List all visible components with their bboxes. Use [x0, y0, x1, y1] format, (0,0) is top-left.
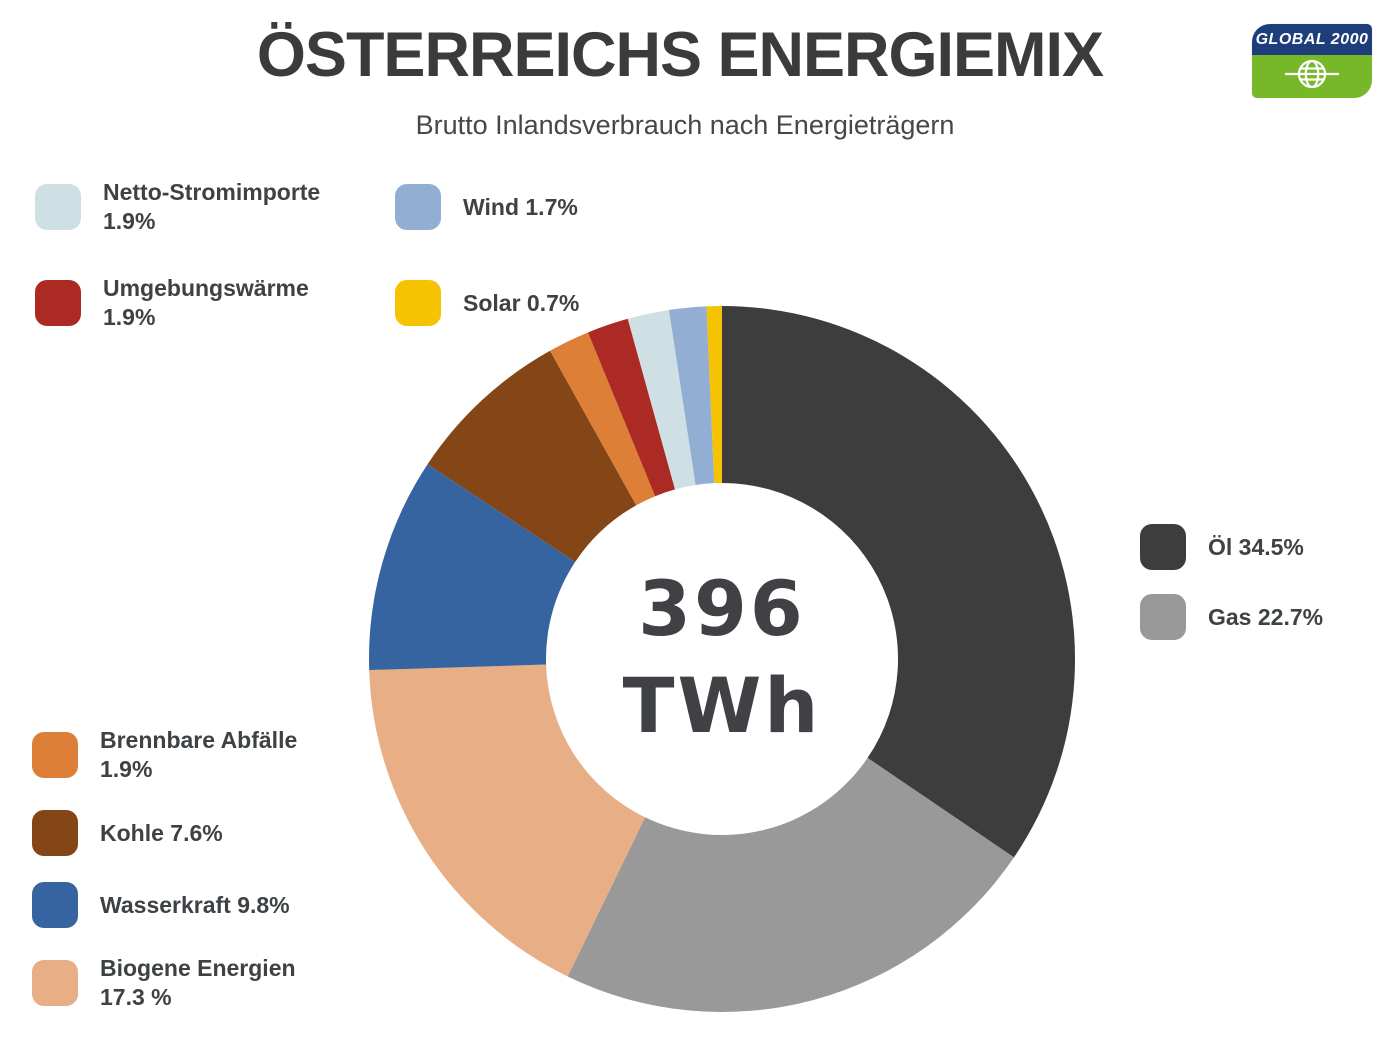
donut-segment-wind: [668, 306, 715, 485]
legend-item-abfaelle: Brennbare Abfälle 1.9%: [32, 726, 297, 784]
legend-swatch-kohle: [32, 810, 78, 856]
legend-label-wasserkraft: Wasserkraft 9.8%: [100, 891, 290, 918]
donut-segment-oel: [722, 306, 1076, 858]
donut-center-value: 396: [638, 564, 806, 653]
legend-item-oel: Öl 34.5%: [1140, 524, 1323, 570]
legend-group-right: Öl 34.5% Gas 22.7%: [1140, 524, 1323, 640]
legend-label-stromimporte: Netto-Stromimporte 1.9%: [103, 179, 321, 234]
donut-segment-abfaelle: [550, 332, 656, 506]
legend-swatch-solar: [395, 280, 441, 326]
legend-item-biogene: Biogene Energien 17.3 %: [32, 954, 297, 1012]
legend-swatch-abfaelle: [32, 732, 78, 778]
logo-wordmark: GLOBAL 2000: [1252, 24, 1372, 55]
legend-group-bottom-left: Brennbare Abfälle 1.9% Kohle 7.6% Wasserkra…: [32, 726, 297, 1012]
donut-segment-kohle: [427, 350, 637, 562]
legend-label-umgebungswaerme: Umgebungswärme 1.9%: [103, 275, 309, 330]
page-subtitle: Brutto Inlandsverbrauch nach Energieträg…: [415, 110, 955, 140]
legend-swatch-stromimporte: [35, 184, 81, 230]
legend-label-biogene: Biogene Energien 17.3 %: [100, 955, 296, 1010]
legend-swatch-umgebungswaerme: [35, 280, 81, 326]
global2000-logo: GLOBAL 2000: [1252, 24, 1372, 98]
legend-item-wind: Wind 1.7%: [395, 178, 579, 236]
legend-swatch-wasserkraft: [32, 882, 78, 928]
donut-segment-stromimporte: [627, 310, 696, 490]
donut-center-unit: TWh: [622, 661, 822, 750]
legend-item-wasserkraft: Wasserkraft 9.8%: [32, 882, 297, 928]
donut-segment-solar: [706, 306, 722, 484]
legend-label-abfaelle: Brennbare Abfälle 1.9%: [100, 727, 298, 782]
legend-label-oel: Öl 34.5%: [1208, 533, 1304, 560]
legend-item-solar: Solar 0.7%: [395, 274, 579, 332]
legend-swatch-oel: [1140, 524, 1186, 570]
globe-icon: [1281, 55, 1343, 98]
legend-item-umgebungswaerme: Umgebungswärme 1.9%: [35, 274, 395, 332]
legend-swatch-wind: [395, 184, 441, 230]
legend-label-solar: Solar 0.7%: [463, 289, 580, 316]
legend-item-stromimporte: Netto-Stromimporte 1.9%: [35, 178, 395, 236]
legend-label-wind: Wind 1.7%: [463, 193, 578, 220]
legend-label-kohle: Kohle 7.6%: [100, 819, 223, 846]
donut-segment-wasserkraft: [368, 464, 576, 671]
legend-label-gas: Gas 22.7%: [1208, 603, 1324, 630]
logo-globe-panel: [1252, 55, 1372, 98]
legend-item-gas: Gas 22.7%: [1140, 594, 1323, 640]
legend-swatch-gas: [1140, 594, 1186, 640]
page-title: ÖSTERREICHS ENERGIEMIX: [256, 20, 1104, 90]
legend-swatch-biogene: [32, 960, 78, 1006]
donut-segment-biogene: [369, 664, 646, 977]
donut-segment-gas: [567, 757, 1014, 1013]
donut-center-label: 396 TWh: [522, 560, 922, 754]
donut-segment-umgebungswaerme: [587, 318, 676, 497]
legend-group-top-left: Netto-Stromimporte 1.9% Wind 1.7% Umgebungs…: [35, 178, 579, 332]
legend-item-kohle: Kohle 7.6%: [32, 810, 297, 856]
